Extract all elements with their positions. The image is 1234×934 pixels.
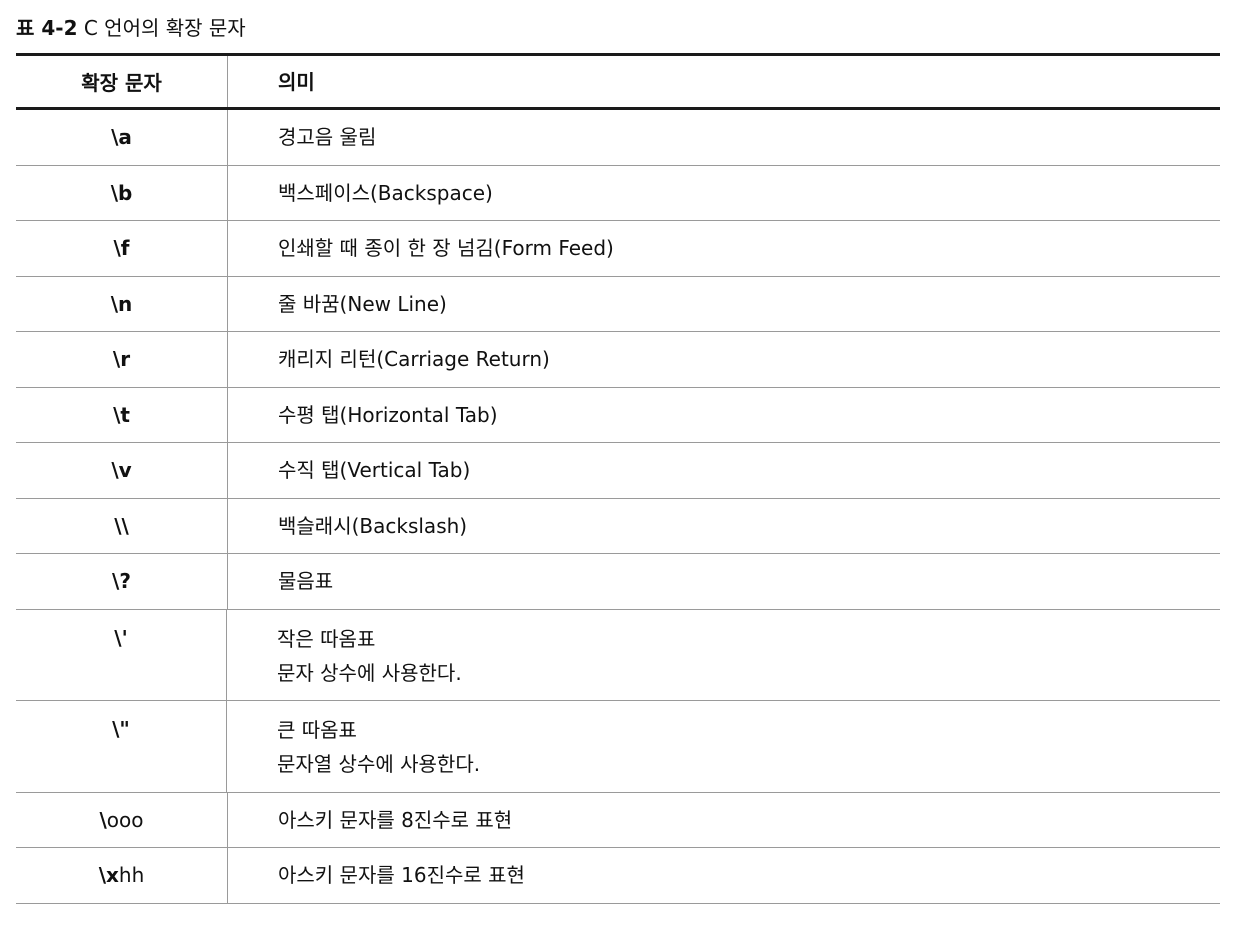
escape-code: \\ (16, 498, 228, 553)
escape-code: \? (16, 554, 228, 609)
table-row: \f 인쇄할 때 종이 한 장 넘김(Form Feed) (16, 221, 1220, 277)
table-row: \? 물음표 (16, 554, 1220, 610)
escape-code: \f (16, 221, 228, 276)
escape-code: \r (16, 332, 228, 387)
escape-code: \x hh (16, 848, 228, 903)
escape-characters-table: 확장 문자 의미 \a 경고음 울림 \b 백스페이스(Backspace) \… (16, 53, 1220, 904)
table-row: \" 큰 따옴표 문자열 상수에 사용한다. (16, 701, 1220, 793)
escape-meaning: 수평 탭(Horizontal Tab) (278, 402, 498, 427)
table-row: \b 백스페이스(Backspace) (16, 165, 1220, 221)
escape-code: \v (16, 443, 228, 498)
table-row: \r 캐리지 리턴(Carriage Return) (16, 332, 1220, 388)
escape-meaning: 경고음 울림 (278, 125, 377, 150)
escape-meaning: 줄 바꿈(New Line) (278, 291, 447, 316)
escape-meaning: 물음표 (278, 569, 334, 594)
escape-meaning: 백스페이스(Backspace) (278, 180, 493, 205)
header-escape-character: 확장 문자 (16, 56, 228, 107)
escape-meaning-note: 문자 상수에 사용한다. (277, 660, 462, 685)
table-row: \ ooo 아스키 문자를 8진수로 표현 (16, 792, 1220, 848)
escape-meaning: 아스키 문자를 8진수로 표현 (278, 807, 513, 832)
escape-meaning: 인쇄할 때 종이 한 장 넘김(Form Feed) (278, 236, 614, 261)
table-header-row: 확장 문자 의미 (16, 56, 1220, 110)
table-row: \a 경고음 울림 (16, 110, 1220, 166)
escape-meaning: 큰 따옴표 문자열 상수에 사용한다. (227, 701, 1220, 792)
escape-meaning: 작은 따옴표 문자 상수에 사용한다. (227, 610, 1220, 701)
escape-meaning: 아스키 문자를 16진수로 표현 (278, 863, 525, 888)
escape-code: \ ooo (16, 792, 228, 847)
table-row: \t 수평 탭(Horizontal Tab) (16, 387, 1220, 443)
escape-meaning: 백슬래시(Backslash) (278, 513, 468, 538)
escape-code: \b (16, 165, 228, 220)
escape-code: \n (16, 276, 228, 331)
escape-code: \t (16, 387, 228, 442)
table-title: C 언어의 확장 문자 (83, 16, 246, 40)
escape-meaning-note: 문자열 상수에 사용한다. (277, 752, 481, 776)
table-row: \n 줄 바꿈(New Line) (16, 276, 1220, 332)
header-meaning: 의미 (278, 69, 315, 94)
escape-meaning: 수직 탭(Vertical Tab) (278, 458, 471, 483)
table-row: \v 수직 탭(Vertical Tab) (16, 443, 1220, 499)
table-row: \\ 백슬래시(Backslash) (16, 498, 1220, 554)
table-caption: 표 4-2 C 언어의 확장 문자 (16, 14, 246, 42)
table-row: \x hh 아스키 문자를 16진수로 표현 (16, 848, 1220, 904)
escape-code: \' (16, 609, 227, 700)
table-number: 표 4-2 (16, 16, 78, 40)
escape-code: \a (16, 110, 228, 165)
escape-code: \" (16, 701, 227, 792)
table-row: \' 작은 따옴표 문자 상수에 사용한다. (16, 609, 1220, 701)
escape-meaning: 캐리지 리턴(Carriage Return) (278, 347, 550, 372)
